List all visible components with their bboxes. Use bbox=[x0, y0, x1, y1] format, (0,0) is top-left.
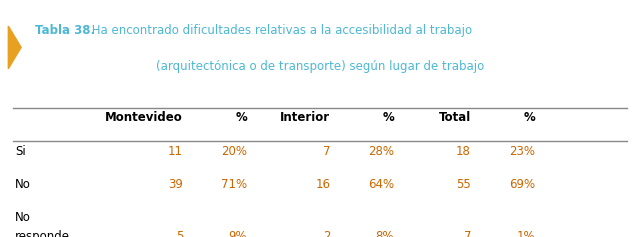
Text: 23%: 23% bbox=[509, 145, 535, 158]
Text: Tabla 38.: Tabla 38. bbox=[35, 24, 95, 37]
Text: %: % bbox=[524, 111, 535, 124]
Text: responde: responde bbox=[15, 230, 70, 237]
Text: 5: 5 bbox=[175, 230, 183, 237]
Text: 28%: 28% bbox=[368, 145, 394, 158]
Text: 2: 2 bbox=[323, 230, 330, 237]
Text: Si: Si bbox=[15, 145, 26, 158]
Text: Interior: Interior bbox=[280, 111, 330, 124]
Text: %: % bbox=[383, 111, 394, 124]
Text: 39: 39 bbox=[168, 178, 183, 191]
Text: Ha encontrado dificultades relativas a la accesibilidad al trabajo: Ha encontrado dificultades relativas a l… bbox=[88, 24, 472, 37]
Text: 64%: 64% bbox=[368, 178, 394, 191]
Text: 9%: 9% bbox=[228, 230, 247, 237]
Text: 7: 7 bbox=[323, 145, 330, 158]
Text: 71%: 71% bbox=[221, 178, 247, 191]
Polygon shape bbox=[8, 26, 21, 69]
Text: 55: 55 bbox=[456, 178, 471, 191]
Text: Montevideo: Montevideo bbox=[106, 111, 183, 124]
Text: 69%: 69% bbox=[509, 178, 535, 191]
Text: 7: 7 bbox=[463, 230, 471, 237]
Text: 11: 11 bbox=[168, 145, 183, 158]
Text: 20%: 20% bbox=[221, 145, 247, 158]
Text: 16: 16 bbox=[316, 178, 330, 191]
Text: Total: Total bbox=[439, 111, 471, 124]
Text: 1%: 1% bbox=[516, 230, 535, 237]
Text: No: No bbox=[15, 211, 31, 224]
Text: No: No bbox=[15, 178, 31, 191]
Text: 18: 18 bbox=[456, 145, 471, 158]
Text: (arquitectónica o de transporte) según lugar de trabajo: (arquitectónica o de transporte) según l… bbox=[156, 60, 484, 73]
Text: %: % bbox=[236, 111, 247, 124]
Text: 8%: 8% bbox=[376, 230, 394, 237]
